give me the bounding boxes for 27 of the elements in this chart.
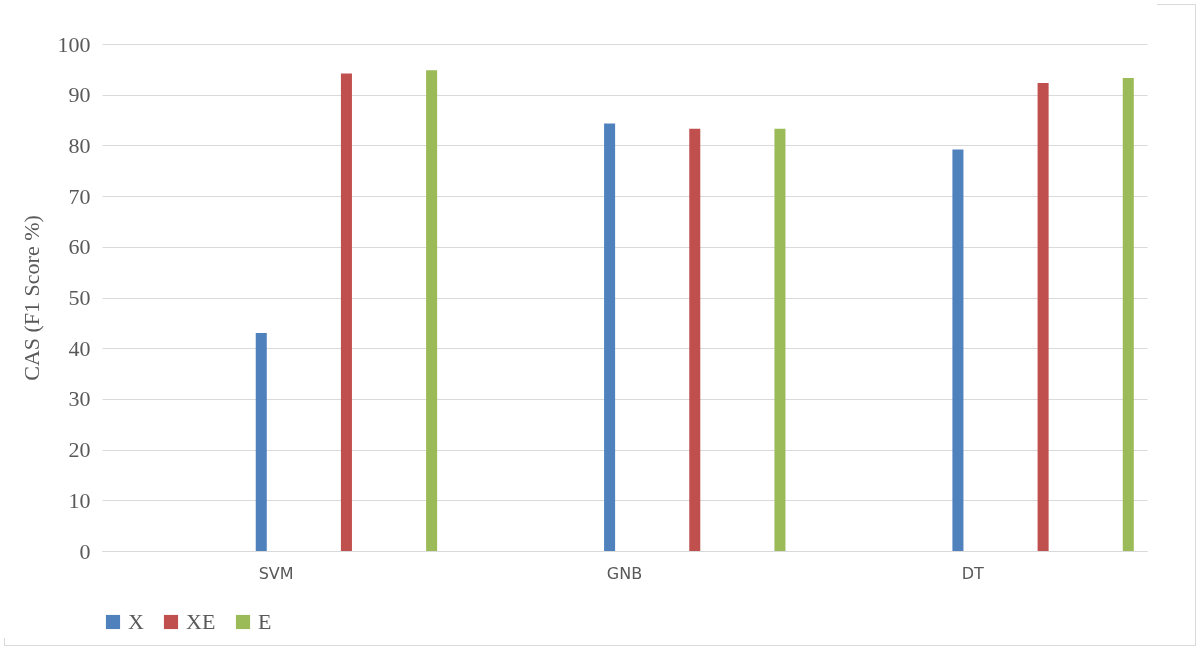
y-tick-label: 60	[68, 234, 91, 260]
y-tick-label: 90	[68, 82, 91, 108]
y-tick-label: 80	[68, 132, 91, 158]
bar	[340, 73, 352, 551]
legend-label: XE	[186, 609, 216, 634]
y-tick-label: 40	[68, 335, 91, 361]
y-tick-label: 0	[79, 538, 91, 564]
y-tick-label: 100	[57, 31, 91, 57]
legend-label: E	[258, 609, 272, 634]
x-tick-label: DT	[961, 563, 985, 583]
x-tick-label: GNB	[606, 563, 643, 583]
bar	[774, 128, 786, 551]
y-tick-label: 30	[68, 386, 91, 412]
y-tick-label: 50	[68, 285, 91, 310]
bar	[1122, 77, 1134, 551]
y-tick-label: 20	[68, 437, 91, 463]
x-tick-label: SVM	[258, 563, 294, 583]
legend-label: X	[128, 609, 144, 634]
y-tick-label: 70	[68, 183, 91, 209]
bar	[952, 149, 964, 551]
bar	[1037, 83, 1049, 551]
y-tick-label: 10	[68, 487, 91, 513]
bar	[255, 332, 267, 551]
bar	[689, 128, 701, 551]
bar	[426, 70, 438, 551]
bar	[604, 123, 616, 551]
y-axis-title: CAS (F1 Score %)	[18, 215, 44, 381]
